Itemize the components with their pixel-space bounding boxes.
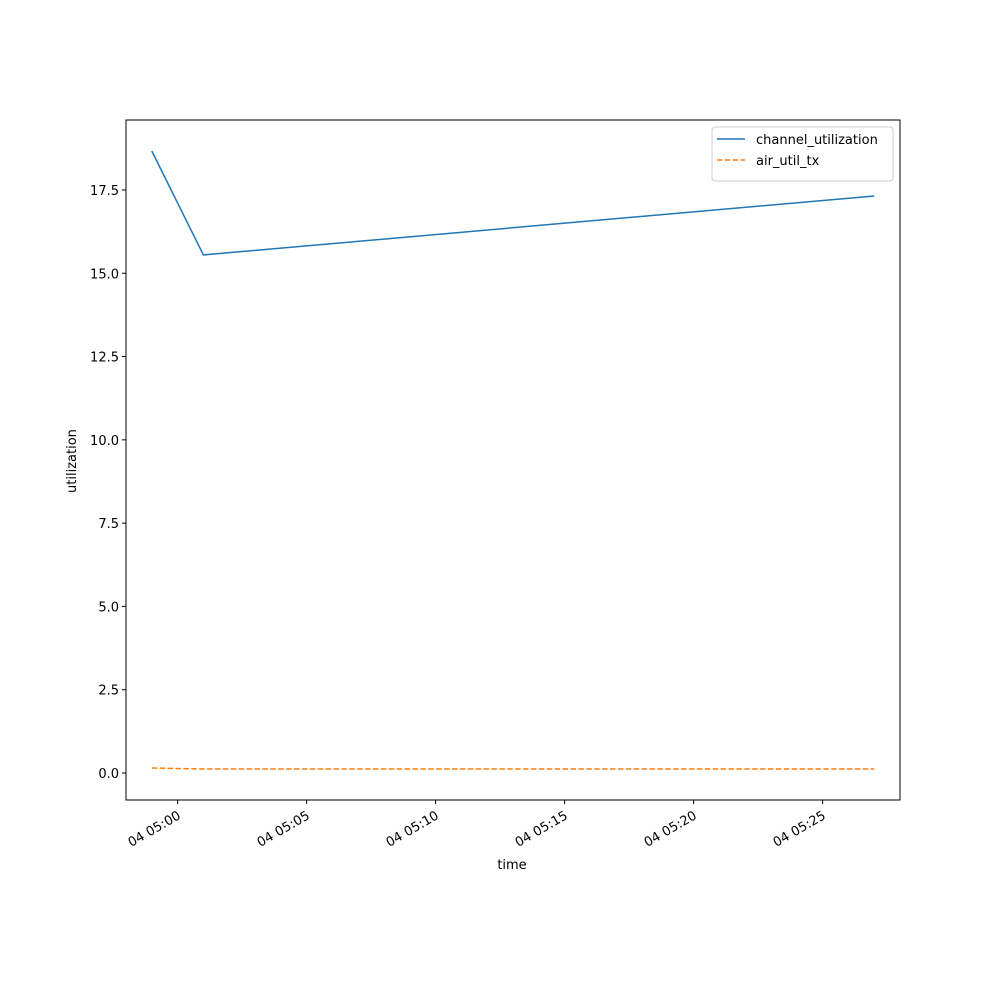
x-tick-label: 04 05:05 bbox=[255, 808, 313, 850]
line-series bbox=[151, 767, 875, 770]
y-tick-label: 2.5 bbox=[98, 684, 119, 699]
y-tick-label: 10.0 bbox=[90, 434, 119, 449]
plot-frame bbox=[125, 119, 901, 801]
x-tick-label: 04 05:10 bbox=[384, 808, 442, 850]
x-tick-label: 04 05:25 bbox=[771, 808, 829, 850]
x-tick-label: 04 05:15 bbox=[513, 808, 571, 850]
x-axis-label: time bbox=[497, 858, 526, 873]
x-tick-label: 04 05:00 bbox=[126, 808, 184, 850]
y-tick-label: 5.0 bbox=[98, 600, 119, 615]
x-tick-label: 04 05:20 bbox=[642, 808, 700, 850]
y-tick-label: 7.5 bbox=[98, 517, 119, 532]
y-tick-label: 12.5 bbox=[90, 351, 119, 366]
y-axis-label: utilization bbox=[65, 429, 80, 493]
line-series bbox=[151, 150, 875, 256]
y-tick-label: 0.0 bbox=[98, 767, 119, 782]
legend-box bbox=[711, 126, 894, 182]
y-tick-label: 15.0 bbox=[90, 267, 119, 282]
legend-label: channel_utilization bbox=[756, 133, 878, 148]
y-tick-label: 17.5 bbox=[90, 184, 119, 199]
legend-label: air_util_tx bbox=[756, 154, 820, 169]
